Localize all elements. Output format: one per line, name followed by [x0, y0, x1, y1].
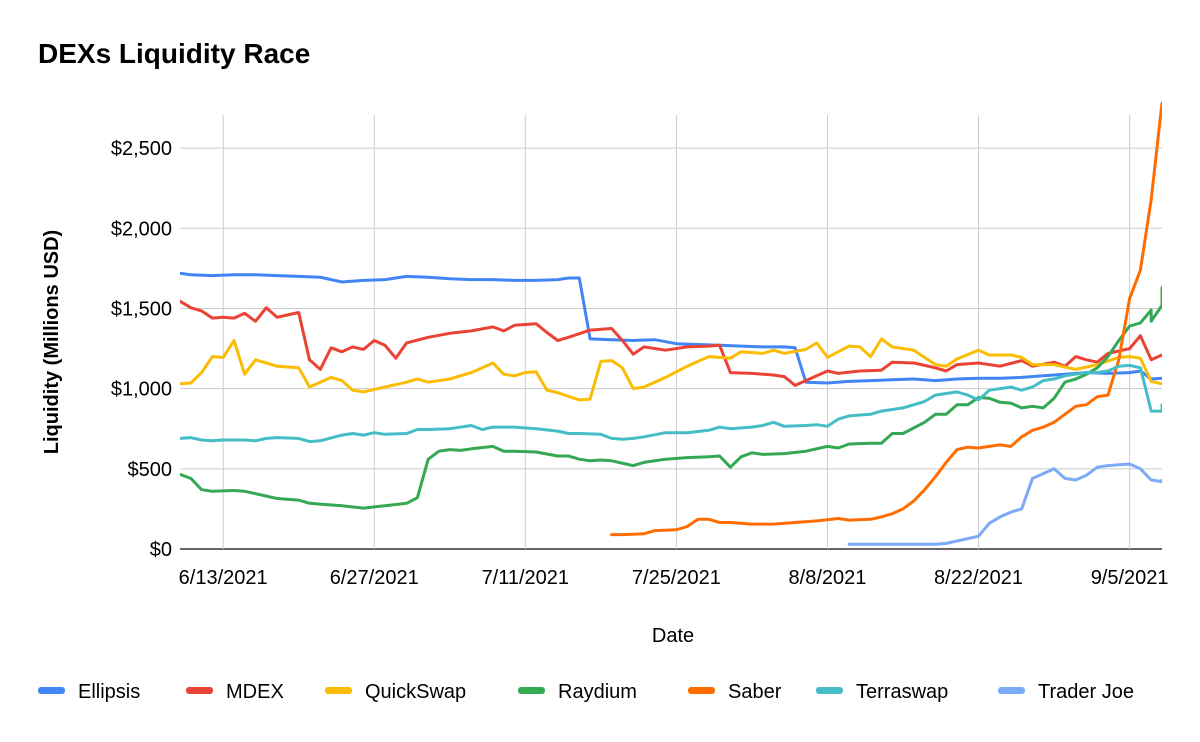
y-tick-label: $0	[150, 539, 172, 561]
x-axis-title: Date	[652, 625, 694, 647]
x-tick-label: 6/27/2021	[330, 567, 419, 589]
legend-swatch	[518, 687, 545, 694]
x-tick-label: 8/22/2021	[934, 567, 1023, 589]
legend-label: Terraswap	[856, 681, 948, 703]
y-axis-title: Liquidity (Millions USD)	[41, 230, 63, 454]
legend: Ellipsis MDEX QuickSwap Raydium Saber Terrasw…	[38, 681, 1134, 703]
legend-swatch	[816, 687, 843, 694]
series-line-trader-joe	[847, 462, 1162, 546]
legend-swatch	[325, 687, 352, 694]
legend-label: Ellipsis	[78, 681, 140, 703]
gridlines	[180, 115, 1162, 550]
y-axis-ticks: $0 $500 $1,000 $1,500 $2,000 $2,500	[111, 138, 172, 561]
chart-title: DEXs Liquidity Race	[38, 38, 311, 69]
series-line-saber	[610, 101, 1162, 537]
legend-swatch	[998, 687, 1025, 694]
series-line-ellipsis	[180, 271, 1162, 385]
x-tick-label: 8/8/2021	[789, 567, 867, 589]
x-tick-label: 6/13/2021	[179, 567, 268, 589]
x-tick-label: 9/5/2021	[1091, 567, 1169, 589]
x-axis-ticks: 6/13/2021 6/27/2021 7/11/2021 7/25/2021 8/8/…	[179, 567, 1169, 589]
legend-label: Trader Joe	[1038, 681, 1134, 703]
legend-swatch	[186, 687, 213, 694]
y-tick-label: $1,000	[111, 379, 172, 401]
x-tick-label: 7/11/2021	[482, 567, 570, 589]
series-line-raydium	[180, 286, 1162, 510]
legend-item: Raydium	[518, 681, 637, 703]
legend-swatch	[38, 687, 65, 694]
y-tick-label: $1,500	[111, 298, 172, 320]
legend-item: Ellipsis	[38, 681, 140, 703]
legend-label: Raydium	[558, 681, 637, 703]
y-tick-label: $2,000	[111, 218, 172, 240]
legend-item: Saber	[688, 681, 782, 703]
series-lines	[180, 101, 1162, 546]
legend-label: MDEX	[226, 681, 284, 703]
legend-item: Terraswap	[816, 681, 948, 703]
y-tick-label: $500	[128, 459, 173, 481]
legend-item: MDEX	[186, 681, 284, 703]
series-line-mdex	[180, 299, 1162, 387]
legend-item: QuickSwap	[325, 681, 466, 703]
series-line-terraswap	[180, 363, 1162, 444]
x-tick-label: 7/25/2021	[632, 567, 721, 589]
series-line-quickswap	[180, 337, 1162, 402]
legend-label: QuickSwap	[365, 681, 466, 703]
legend-label: Saber	[728, 681, 782, 703]
legend-item: Trader Joe	[998, 681, 1134, 703]
legend-swatch	[688, 687, 715, 694]
y-tick-label: $2,500	[111, 138, 172, 160]
